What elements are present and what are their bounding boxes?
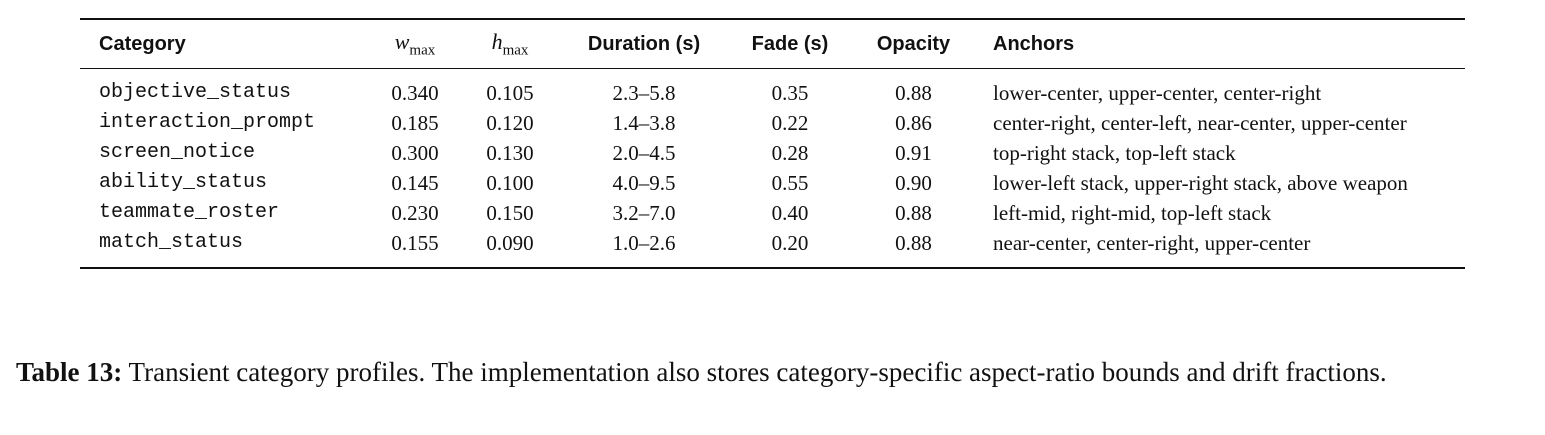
- caption-label: Table 13:: [16, 357, 123, 387]
- table-cell: lower-center, upper-center, center-right: [993, 81, 1322, 105]
- table-cell: 0.150: [486, 201, 534, 225]
- table-cell: 0.40: [771, 201, 809, 225]
- table-cell: 2.0–4.5: [612, 141, 676, 165]
- data-table: Category wmax hmax Duration (s) Fade (s) Opac…: [80, 18, 1465, 269]
- table-cell: 0.91: [895, 141, 932, 165]
- table-row: match_status 0.155 0.090 1.0–2.6 0.20 0.88 nea…: [80, 228, 1465, 268]
- table-cell: 2.3–5.8: [612, 81, 676, 105]
- table-header: Category wmax hmax Duration (s) Fade (s) Opac…: [80, 19, 1465, 69]
- table-cell: 0.86: [895, 111, 932, 135]
- header-symbol: h: [491, 28, 503, 54]
- table-cell: 1.4–3.8: [612, 111, 676, 135]
- table-cell: 0.88: [895, 81, 932, 105]
- table-cell: teammate_roster: [99, 201, 280, 224]
- table-cell: 0.35: [771, 81, 809, 105]
- table-cell: center-right, center-left, near-center, …: [993, 111, 1407, 135]
- table-cell: 0.130: [486, 141, 534, 165]
- table-cell: 0.230: [391, 201, 439, 225]
- header-symbol: w: [394, 28, 410, 54]
- table-cell: interaction_prompt: [99, 111, 316, 134]
- table-cell: 0.090: [486, 231, 534, 255]
- table-cell: screen_notice: [99, 141, 256, 164]
- table-cell: objective_status: [99, 81, 292, 104]
- header-cell: hmax: [460, 19, 560, 69]
- table-cell: 0.120: [486, 111, 534, 135]
- table-row: screen_notice 0.300 0.130 2.0–4.5 0.28 0.91 to…: [80, 138, 1465, 168]
- table-cell: 0.300: [391, 141, 439, 165]
- table-cell: top-right stack, top-left stack: [993, 141, 1236, 165]
- table-cell: 0.20: [771, 231, 809, 255]
- table-cell: 0.145: [391, 171, 439, 195]
- header-row: Category wmax hmax Duration (s) Fade (s) Opac…: [80, 19, 1465, 69]
- table-row: teammate_roster 0.230 0.150 3.2–7.0 0.40 0.88…: [80, 198, 1465, 228]
- table-row: ability_status 0.145 0.100 4.0–9.5 0.55 0.90 l…: [80, 168, 1465, 198]
- header-cell: Category: [99, 32, 186, 55]
- table-cell: lower-left stack, upper-right stack, abo…: [993, 171, 1408, 195]
- table-cell: near-center, center-right, upper-center: [993, 231, 1311, 255]
- table-cell: 0.155: [391, 231, 439, 255]
- table-cell: match_status: [99, 231, 244, 254]
- table-cell: 0.340: [391, 81, 439, 105]
- table-cell: 4.0–9.5: [612, 171, 676, 195]
- table-cell: 0.88: [895, 231, 932, 255]
- table-row: interaction_prompt 0.185 0.120 1.4–3.8 0.22 0…: [80, 108, 1465, 138]
- header-cell: Anchors: [993, 32, 1075, 55]
- table-cell: 0.105: [486, 81, 534, 105]
- table-cell: 0.90: [895, 171, 932, 195]
- table-cell: 0.185: [391, 111, 439, 135]
- table-cell: 0.88: [895, 201, 932, 225]
- table-cell: 3.2–7.0: [612, 201, 676, 225]
- header-cell: Fade (s): [751, 32, 829, 55]
- table-cell: 0.22: [771, 111, 809, 135]
- header-cell: wmax: [370, 19, 460, 69]
- table-cell: ability_status: [99, 171, 268, 194]
- table-cell: left-mid, right-mid, top-left stack: [993, 201, 1272, 225]
- table-body: objective_status 0.340 0.105 2.3–5.8 0.35 0.8…: [80, 69, 1465, 268]
- table-cell: 0.55: [771, 171, 809, 195]
- header-cell: Duration (s): [587, 32, 701, 55]
- header-cell: Opacity: [876, 32, 951, 55]
- table-row: objective_status 0.340 0.105 2.3–5.8 0.35 0.8…: [80, 69, 1465, 109]
- table-cell: 0.100: [486, 171, 534, 195]
- table-cell: 0.28: [771, 141, 809, 165]
- header-subscript: max: [409, 42, 436, 59]
- caption-text: Transient category profiles. The impleme…: [128, 357, 1387, 387]
- header-subscript: max: [502, 42, 529, 59]
- caption: Table 13: Transient category profiles. T…: [16, 354, 1531, 390]
- table-cell: 1.0–2.6: [612, 231, 676, 255]
